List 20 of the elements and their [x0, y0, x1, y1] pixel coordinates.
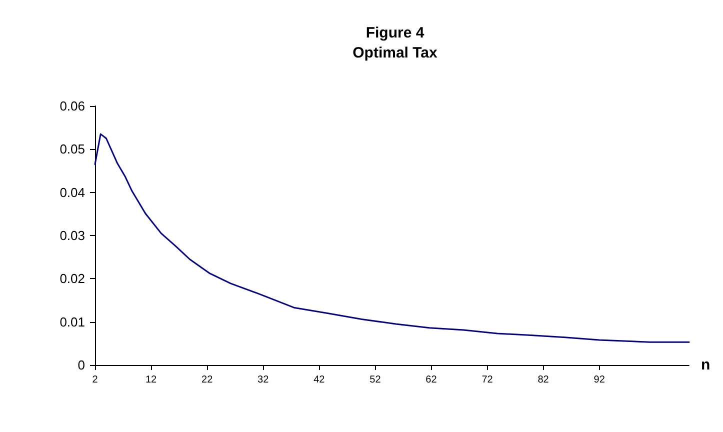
- x-tick-label: 2: [92, 374, 98, 386]
- y-tick-label: 0.05: [60, 142, 85, 157]
- x-tick-label: 62: [426, 374, 438, 386]
- y-tick-label: 0: [78, 358, 85, 372]
- x-tick-label: 82: [538, 374, 550, 386]
- x-axis-title: n: [701, 356, 710, 374]
- x-tick-label: 42: [314, 374, 326, 386]
- y-tick-label: 0.01: [60, 314, 85, 330]
- x-tick-label: 12: [145, 374, 158, 386]
- chart-title: Figure 4 Optimal Tax: [352, 24, 438, 62]
- x-tick-label: 72: [482, 374, 494, 386]
- y-tick-label: 0.04: [60, 184, 85, 200]
- y-tick-label: 0.03: [60, 228, 85, 243]
- y-tick-label: 0.06: [60, 98, 85, 114]
- x-tick-label: 52: [370, 374, 382, 386]
- x-tick-label: 92: [594, 374, 606, 386]
- x-tick-label: 22: [202, 374, 214, 386]
- line-series: [94, 133, 690, 343]
- x-tick-label: 32: [258, 374, 270, 386]
- y-tick-label: 0.02: [60, 271, 85, 286]
